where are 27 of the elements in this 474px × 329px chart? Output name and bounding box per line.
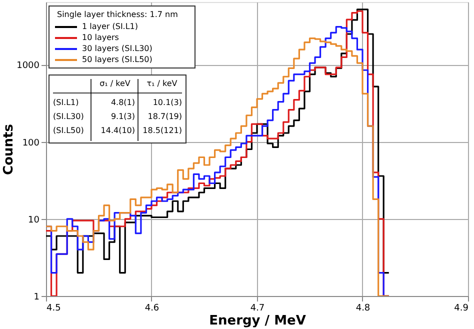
y-tick-label: 10 <box>28 215 40 226</box>
y-axis-title: Counts <box>2 124 17 175</box>
annotation: σ₁ / keV <box>100 79 131 88</box>
x-tick-label: 4.6 <box>144 304 160 314</box>
x-tick-label: 4.7 <box>250 304 265 314</box>
x-axis-title: Energy / MeV <box>209 314 306 328</box>
legend-label: 10 layers <box>82 33 119 42</box>
legend-label: 50 layers (SI.L50) <box>82 55 152 64</box>
annotation: (SI.L30) <box>53 112 84 121</box>
annotation: 4.8(1) <box>110 98 135 107</box>
x-tick-label: 4.5 <box>46 304 61 314</box>
legend-label: 1 layer (SI.L1) <box>82 22 138 31</box>
y-tick-label: 1000 <box>16 61 40 72</box>
legend-label: 30 layers (SI.L30) <box>82 44 152 53</box>
annotation: (SI.L50) <box>53 126 84 135</box>
x-tick-label: 4.9 <box>454 304 469 314</box>
annotation: 18.5(121) <box>142 126 182 135</box>
annotation: 18.7(19) <box>148 112 182 121</box>
x-tick-label: 4.8 <box>356 304 370 314</box>
annotation: 10.1(3) <box>152 98 182 107</box>
annotation: (SI.L1) <box>53 98 79 107</box>
annotation: τ₁ / keV <box>146 79 178 88</box>
legend-title: Single layer thickness: 1.7 nm <box>57 10 178 19</box>
y-tick-label: 100 <box>22 138 40 148</box>
annotation: 14.4(10) <box>100 126 135 135</box>
y-tick-label: 1 <box>34 292 40 302</box>
annotation: 9.1(3) <box>110 112 135 121</box>
